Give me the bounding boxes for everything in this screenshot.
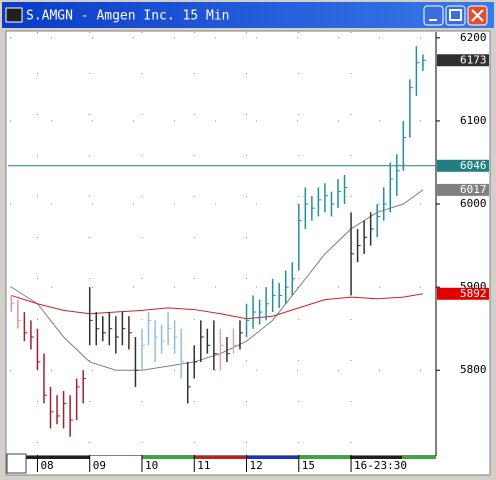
moving-average (11, 293, 424, 320)
minimize-button[interactable] (423, 5, 444, 26)
session-strip (298, 456, 350, 459)
chart-panel (5, 30, 491, 476)
session-strip (246, 456, 298, 459)
price-tag (437, 183, 489, 196)
app-icon (5, 7, 23, 23)
price-tag (437, 287, 489, 300)
x-tick-label: 08 (40, 459, 53, 472)
session-strip (194, 456, 246, 459)
x-tick-label: 09 (93, 459, 106, 472)
price-tag-label: 6173 (460, 53, 487, 66)
price-tag (437, 54, 489, 67)
price-tag-label: 6017 (460, 183, 487, 196)
maximize-button[interactable] (445, 5, 466, 26)
price-tag (437, 159, 489, 172)
title-bar (2, 2, 494, 28)
x-tick-label: 10 (145, 459, 158, 472)
y-tick-label: 6200 (460, 31, 487, 44)
y-tick-label: 5800 (460, 363, 487, 376)
window-title: S.AMGN - Amgen Inc. 15 Min (26, 9, 230, 24)
x-tick-label: 12 (250, 459, 263, 472)
price-tag-label: 5892 (460, 287, 487, 300)
session-strip (142, 456, 194, 459)
x-tick-label: 16-23:30 (354, 459, 407, 472)
y-tick-label: 6000 (460, 197, 487, 210)
x-tick-label: 11 (197, 459, 210, 472)
corner-box[interactable] (6, 453, 27, 474)
session-strip (402, 456, 436, 459)
window-buttons[interactable] (423, 5, 488, 26)
x-tick-label: 15 (302, 459, 315, 472)
y-tick-label: 6100 (460, 114, 487, 127)
price-tag-label: 6046 (460, 159, 487, 172)
session-strip (90, 456, 142, 459)
